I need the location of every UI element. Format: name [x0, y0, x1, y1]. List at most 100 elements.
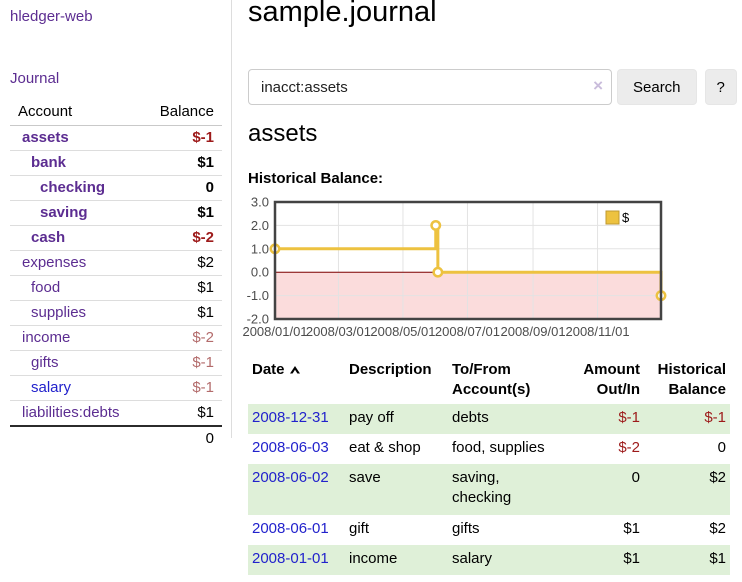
page-title: sample.journal: [248, 0, 437, 28]
transaction-amount: $1: [623, 519, 640, 537]
register-table: Date Description To/From Account(s) Amou…: [248, 358, 730, 575]
transaction-amount: $1: [623, 549, 640, 567]
transaction-date-link[interactable]: 2008-06-01: [252, 519, 329, 537]
account-balance: $-1: [142, 375, 222, 401]
account-row: bank $1: [10, 150, 222, 176]
register-row: 2008-06-03 eat & shop food, supplies $-2 0: [248, 434, 730, 464]
account-row: income $-2: [10, 325, 222, 351]
account-balance: $2: [142, 250, 222, 276]
y-tick-label: 3.0: [251, 195, 269, 210]
y-tick-label: 0.0: [251, 265, 269, 280]
transaction-amount: 0: [631, 469, 640, 486]
transaction-accounts: food, supplies: [452, 438, 545, 456]
register-row: 2008-12-31 pay off debts $-1 $-1: [248, 403, 730, 434]
account-balance: $1: [197, 404, 214, 421]
accounts-total-row: 0: [10, 425, 222, 451]
historical-balance-chart: $3.0 2.0 1.0 0.0 -1.0 -2.02008/01/012008/03/0…: [242, 195, 667, 339]
clear-search-icon[interactable]: ×: [593, 76, 603, 95]
account-row: checking 0: [10, 175, 222, 201]
transaction-description: pay off: [349, 408, 394, 426]
help-button[interactable]: ?: [704, 69, 737, 105]
main-content: sample.journal × Search ? assets Histori…: [242, 0, 742, 582]
chart-title: Historical Balance:: [248, 170, 384, 187]
accounts-header-balance: Balance: [142, 99, 222, 126]
account-balance: $-1: [142, 350, 222, 376]
transaction-description: save: [349, 469, 381, 486]
register-header-date[interactable]: Date: [248, 358, 345, 404]
search-button[interactable]: Search: [617, 69, 697, 105]
account-link[interactable]: food: [31, 279, 61, 296]
transaction-date-link[interactable]: 2008-01-01: [252, 549, 329, 567]
account-link[interactable]: assets: [22, 129, 69, 146]
account-link[interactable]: expenses: [22, 254, 87, 271]
account-balance: $-2: [142, 225, 222, 251]
accounts-table: Account Balance assets $-1 bank $1 checking 0…: [10, 99, 222, 451]
chart-border: [273, 200, 663, 321]
account-row: assets $-1: [10, 125, 222, 151]
app-title-link[interactable]: hledger-web: [10, 8, 93, 25]
accounts-header-row: Account Balance: [10, 99, 222, 126]
account-link[interactable]: bank: [31, 154, 67, 171]
search-input[interactable]: [248, 69, 612, 105]
account-balance: $-1: [142, 125, 222, 151]
account-link[interactable]: supplies: [31, 304, 87, 321]
x-tick-label: 2008/11/01: [565, 324, 629, 339]
legend-swatch: [605, 210, 620, 225]
account-row: cash $-2: [10, 225, 222, 251]
account-link[interactable]: gifts: [31, 354, 59, 371]
account-balance: $1: [142, 300, 222, 326]
transaction-date-link[interactable]: 2008-06-03: [252, 438, 329, 456]
transaction-description: gift: [349, 519, 370, 537]
x-tick-label: 2008/09/01: [500, 324, 565, 339]
account-row: supplies $1: [10, 300, 222, 326]
register-header-row: Date Description To/From Account(s) Amou…: [248, 358, 730, 404]
transaction-balance: 0: [717, 438, 726, 456]
transaction-amount: $-2: [618, 438, 640, 456]
account-balance: $-2: [142, 325, 222, 351]
register-row: 2008-01-01 income salary $1 $1: [248, 544, 730, 575]
register-header-description[interactable]: Description: [349, 361, 432, 378]
data-point-marker: [432, 266, 444, 278]
register-header-accounts[interactable]: To/From Account(s): [452, 361, 531, 399]
account-balance: 0: [142, 175, 222, 201]
x-tick-label: 2008/07/01: [435, 324, 500, 339]
transaction-accounts: salary: [452, 549, 493, 567]
account-balance: $1: [142, 150, 222, 176]
y-tick-label: 1.0: [251, 241, 269, 256]
account-link[interactable]: saving: [40, 204, 88, 221]
account-balance: $1: [142, 275, 222, 301]
transaction-accounts: debts: [452, 408, 489, 426]
transaction-balance: $-1: [704, 408, 726, 426]
search-form: × Search ?: [248, 69, 737, 105]
account-row: salary $-1: [10, 375, 222, 401]
account-link[interactable]: cash: [31, 229, 66, 246]
sort-ascending-icon: [289, 360, 301, 380]
accounts-header-account: Account: [10, 99, 143, 126]
x-tick-label: 2008/01/01: [242, 324, 307, 339]
register-header-balance[interactable]: Historical Balance: [657, 361, 726, 399]
y-tick-label: -1.0: [247, 288, 269, 303]
account-balance: $1: [142, 200, 222, 226]
search-box: ×: [248, 69, 612, 105]
transaction-accounts: gifts: [452, 519, 480, 537]
account-heading: assets: [248, 120, 318, 147]
account-link[interactable]: checking: [40, 179, 106, 196]
account-link[interactable]: salary: [31, 379, 72, 396]
account-link[interactable]: income: [22, 329, 71, 346]
transaction-date-link[interactable]: 2008-06-02: [252, 469, 329, 486]
transaction-date-link[interactable]: 2008-12-31: [252, 408, 329, 426]
sidebar-item-journal[interactable]: Journal: [10, 70, 60, 87]
register-header-amount[interactable]: Amount Out/In: [583, 361, 640, 399]
account-link[interactable]: liabilities:debts: [22, 404, 120, 421]
y-tick-label: -2.0: [247, 312, 269, 327]
account-row: gifts $-1: [10, 350, 222, 376]
account-row: saving $1: [10, 200, 222, 226]
sidebar: hledger-web Journal Account Balance asse…: [0, 0, 232, 451]
transaction-balance: $2: [709, 469, 726, 486]
account-row: food $1: [10, 275, 222, 301]
register-row: 2008-06-01 gift gifts $1 $2: [248, 515, 730, 545]
x-tick-label: 2008/05/01: [370, 324, 435, 339]
x-tick-label: 2008/03/01: [306, 324, 371, 339]
data-point-marker: [430, 219, 442, 231]
transaction-accounts: saving, checking: [452, 469, 512, 507]
